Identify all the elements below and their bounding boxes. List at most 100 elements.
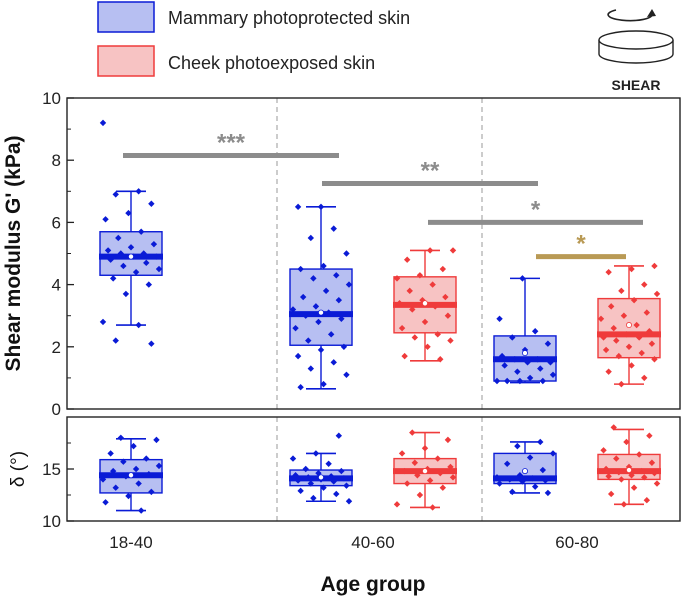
box-delta-40-60-mammary <box>289 432 353 505</box>
data-point <box>120 458 127 465</box>
y-tick-label: 2 <box>52 338 61 357</box>
data-point <box>315 318 322 326</box>
data-point <box>307 234 315 242</box>
data-point <box>524 359 531 366</box>
y-tick-label: 8 <box>52 151 61 170</box>
axes-layer: 0 2 4 6 8 10 10 15 18-40 40-60 60-80 <box>42 89 681 552</box>
y-tick-label: 0 <box>52 400 61 419</box>
data-point <box>519 275 526 282</box>
data-point <box>416 272 424 279</box>
data-point <box>620 501 628 508</box>
data-point <box>345 498 353 505</box>
data-point <box>289 306 297 313</box>
data-point <box>526 374 534 382</box>
mean-marker <box>317 474 324 481</box>
data-point <box>403 480 411 487</box>
y-axis-title-delta: δ (°) <box>8 451 29 487</box>
data-point <box>519 478 526 485</box>
mean-marker <box>421 300 428 307</box>
mean-marker <box>626 467 633 474</box>
data-point <box>335 432 343 439</box>
data-point <box>312 450 320 457</box>
data-point <box>620 312 628 319</box>
data-point <box>307 365 315 372</box>
box-g-60-80-mammary <box>493 275 557 385</box>
data-point <box>549 450 557 457</box>
data-point <box>526 454 534 461</box>
grid-layer <box>276 98 483 521</box>
data-point <box>317 346 325 354</box>
data-point <box>104 247 112 254</box>
box-delta-60-80-cheek <box>597 424 661 508</box>
mean-marker <box>522 468 529 475</box>
data-point <box>143 455 150 462</box>
data-point <box>115 234 122 242</box>
data-point <box>449 474 457 481</box>
data-point <box>345 281 353 288</box>
data-point <box>333 272 340 279</box>
x-tick-label: 18-40 <box>109 533 152 552</box>
data-point <box>544 489 552 497</box>
legend-entry-cheek: Cheek photoexposed skin <box>97 45 375 77</box>
data-point <box>613 337 620 344</box>
data-point <box>310 275 317 282</box>
data-point <box>496 315 503 323</box>
data-point <box>633 321 640 329</box>
legend-label-mammary: Mammary photoprotected skin <box>168 8 410 28</box>
data-point <box>125 492 132 500</box>
data-point <box>449 247 457 254</box>
data-point <box>426 477 434 484</box>
data-point <box>307 480 315 487</box>
data-point <box>320 380 327 388</box>
data-point <box>330 359 337 366</box>
data-point <box>600 447 607 454</box>
data-point <box>628 472 635 479</box>
data-point <box>613 455 620 462</box>
data-point <box>327 331 335 338</box>
significance-label: ** <box>421 158 440 185</box>
significance-layer: ******* <box>123 130 643 260</box>
data-point <box>651 356 658 363</box>
data-point <box>618 380 625 388</box>
data-point <box>153 436 160 444</box>
data-point <box>411 334 419 341</box>
data-point <box>99 119 107 127</box>
data-point <box>338 467 345 475</box>
data-point <box>503 460 511 467</box>
data-point <box>148 340 155 347</box>
x-tick-label: 40-60 <box>351 533 394 552</box>
data-point <box>516 377 524 385</box>
data-point <box>531 328 539 335</box>
data-point <box>653 480 661 487</box>
data-point <box>393 275 401 282</box>
data-point <box>623 438 630 446</box>
data-point <box>120 262 127 270</box>
data-point <box>444 436 452 444</box>
y-tick-label: 4 <box>52 276 61 295</box>
data-point <box>605 368 612 375</box>
boxes-layer <box>99 119 661 514</box>
data-point <box>411 459 419 466</box>
data-point <box>302 465 309 473</box>
legend-label-cheek: Cheek photoexposed skin <box>168 53 375 73</box>
box-g-60-80-cheek <box>597 262 661 388</box>
data-point <box>109 275 117 282</box>
data-point <box>602 346 610 354</box>
data-point <box>132 465 140 473</box>
legend-swatch-mammary <box>97 1 155 33</box>
data-point <box>628 265 635 273</box>
box-delta-18-40-mammary <box>99 434 163 514</box>
data-point <box>539 466 547 474</box>
data-point <box>424 343 431 350</box>
data-point <box>325 460 332 467</box>
data-point <box>343 250 350 257</box>
box-g-40-60-cheek <box>393 247 457 363</box>
data-point <box>297 384 304 391</box>
data-point <box>297 487 304 495</box>
data-point <box>439 265 447 273</box>
data-point <box>102 216 109 223</box>
data-point <box>145 281 153 288</box>
data-point <box>137 228 145 235</box>
x-tick-label: 60-80 <box>555 533 598 552</box>
